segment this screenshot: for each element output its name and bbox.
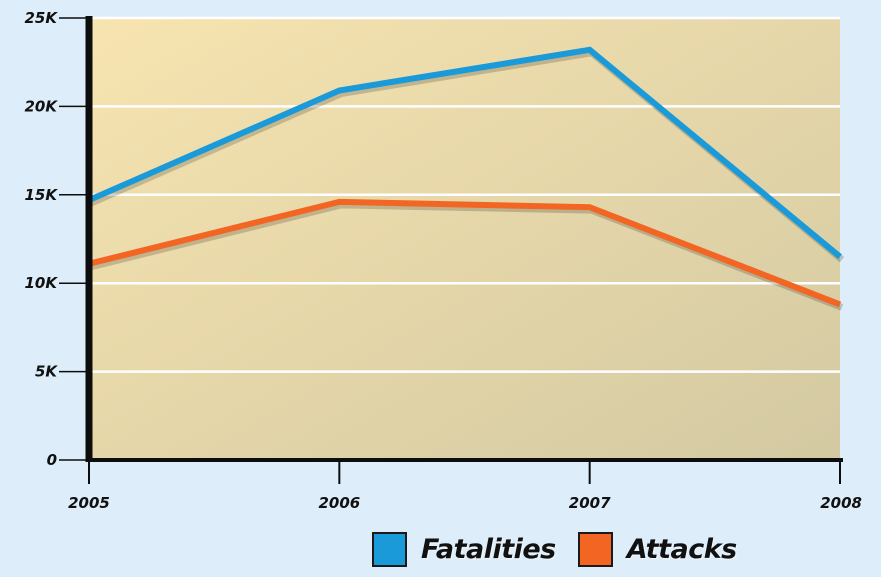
legend-item-attacks: Attacks [577, 532, 737, 567]
line-chart: 0 5K 10K 15K 20K 25K 2005 2006 2007 2008 [25, 9, 863, 512]
gridlines [89, 16, 840, 373]
tick-labels: 0 5K 10K 15K 20K 25K 2005 2006 2007 2008 [25, 9, 863, 512]
fatalities-legend-label: Fatalities [421, 534, 556, 565]
fatalities-swatch [372, 532, 407, 567]
plot-area [89, 18, 840, 460]
legend-item-fatalities: Fatalities [372, 532, 556, 567]
y-tick-label: 10K [25, 274, 59, 292]
series-layer [87, 46, 845, 311]
y-tick-label: 25K [25, 9, 59, 27]
axes [59, 16, 843, 484]
fatalities-line [87, 46, 842, 259]
y-tick-label: 5K [35, 363, 58, 381]
legend: Fatalities Attacks [372, 532, 759, 567]
y-tick-label: 15K [25, 186, 59, 204]
x-tick-label: 2007 [569, 494, 611, 512]
y-tick-label: 20K [25, 97, 59, 115]
attacks-swatch [577, 532, 613, 567]
attacks-legend-label: Attacks [626, 534, 737, 565]
attacks-line [88, 198, 842, 308]
x-tick-label: 2008 [820, 494, 862, 512]
x-tick-label: 2005 [68, 494, 110, 512]
x-tick-label: 2006 [318, 494, 360, 512]
y-tick-label: 0 [47, 451, 57, 469]
